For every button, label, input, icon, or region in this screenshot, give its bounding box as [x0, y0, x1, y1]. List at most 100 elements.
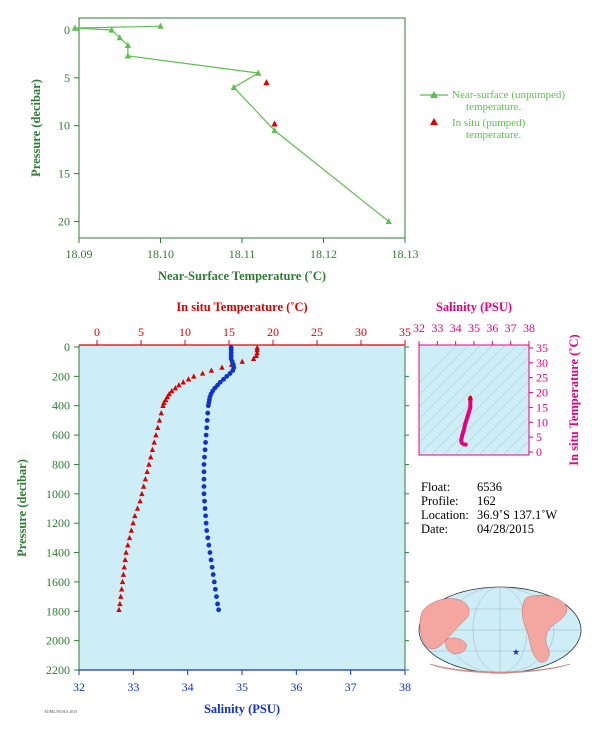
temperature-ticks: 0 5 10 15 20 25 30 35: [94, 325, 411, 345]
salinity-tick-label: 33: [127, 680, 139, 694]
salinity-point: [203, 440, 208, 445]
temperature-point: [239, 358, 245, 364]
temperature-series: [116, 344, 260, 613]
temperature-point: [250, 355, 257, 361]
float-location-marker: ★: [512, 647, 520, 657]
salinity-point: [203, 432, 209, 438]
temperature-point: [253, 352, 259, 359]
salinity-point: [201, 476, 207, 482]
ts-temperature-tick-label: 35: [536, 341, 548, 355]
salinity-tick-label: 35: [236, 680, 248, 694]
world-map: ★: [418, 586, 582, 674]
pressure-tick-label: 600: [52, 428, 70, 442]
in-situ-point: [263, 79, 270, 86]
salinity-point: [216, 607, 222, 613]
temperature-tick-label: 15: [223, 325, 235, 339]
temperature-point: [185, 376, 192, 382]
ts-temperature-tick-label: 0: [536, 445, 542, 459]
temperature-point: [119, 578, 126, 585]
temperature-tick-label: 5: [138, 325, 144, 339]
date-value: 04/28/2015: [477, 522, 534, 536]
top-y-tick-label: 20: [58, 214, 70, 228]
temperature-point: [117, 600, 123, 607]
salinity-point: [202, 506, 208, 511]
temperature-point: [130, 520, 136, 526]
top-x-ticks: 18.09 18.10 18.11 18.12 18.13: [66, 238, 419, 261]
near-surface-point: [157, 22, 164, 29]
salinity-point: [221, 376, 226, 382]
ts-density-contours: [419, 345, 529, 455]
profile-chart: 0 5 10 15 20 25 30 35 32 33 34 35 36 37 38 0 200 400 600…: [15, 300, 411, 716]
top-y-axis-label: Pressure (decibar): [29, 79, 43, 177]
map-americas: [521, 595, 568, 663]
footer-credit: AOML/NOAA 2015: [44, 709, 77, 714]
temperature-point: [169, 388, 175, 394]
near-surface-point: [108, 26, 115, 33]
salinity-point: [202, 498, 207, 504]
temperature-axis-label: In situ Temperature (˚C): [176, 300, 307, 314]
profile-plot-background: [79, 345, 405, 670]
ts-salinity-tick-label: 34: [450, 321, 462, 335]
ts-contour-line: [490, 416, 529, 455]
salinity-point: [201, 462, 207, 467]
ts-contour-line: [419, 345, 506, 432]
ts-contour-line: [419, 345, 470, 396]
salinity-series: [201, 345, 237, 613]
map-antarctica: [429, 663, 571, 674]
float-value: 6536: [477, 480, 502, 494]
top-y-tick-label: 5: [64, 71, 70, 85]
ts-temperature-tick-label: 30: [536, 356, 548, 370]
temperature-point: [172, 385, 179, 391]
temperature-point: [118, 593, 124, 599]
map-australia: [445, 637, 467, 655]
top-y-tick-label: 15: [58, 167, 70, 181]
salinity-point: [204, 425, 210, 431]
legend-label-in-situ-2: temperature.: [466, 129, 522, 141]
salinity-point: [201, 491, 207, 497]
pressure-tick-label: 800: [52, 457, 70, 471]
temperature-point: [254, 346, 260, 353]
salinity-point: [206, 542, 212, 548]
temperature-tick-label: 30: [355, 325, 367, 339]
temperature-point: [156, 417, 163, 423]
salinity-tick-label: 36: [290, 680, 302, 694]
salinity-point: [208, 557, 214, 563]
ts-salinity-tick-label: 36: [486, 321, 498, 335]
legend-marker-near-surface: [430, 91, 438, 98]
float-label: Float:: [421, 480, 450, 494]
temperature-point: [191, 373, 197, 379]
salinity-point: [202, 454, 207, 460]
ts-salinity-tick-label: 38: [523, 321, 535, 335]
temperature-point: [128, 527, 135, 533]
salinity-point: [209, 564, 215, 570]
ts-salinity-tick-label: 33: [431, 321, 443, 335]
temperature-point: [120, 571, 127, 577]
temperature-point: [176, 382, 182, 388]
ts-contour-line: [419, 345, 518, 444]
near-surface-point: [385, 217, 392, 225]
near-surface-point: [230, 83, 237, 91]
ts-salinity-tick-label: 35: [468, 321, 480, 335]
temperature-point: [118, 586, 125, 592]
map-asia: [419, 598, 470, 650]
salinity-tick-label: 37: [345, 680, 357, 694]
near-surface-point: [124, 41, 132, 48]
temperature-point: [155, 424, 161, 430]
salinity-point: [227, 371, 233, 376]
ts-temperature-axis-label: In situ Temperature (˚C): [567, 334, 581, 465]
temperature-tick-label: 0: [94, 325, 100, 339]
temperature-point: [123, 549, 129, 555]
temperature-point: [121, 564, 127, 570]
top-x-tick-label: 18.12: [310, 247, 337, 261]
salinity-point: [215, 601, 220, 607]
top-x-tick-label: 18.11: [229, 247, 256, 261]
temperature-point: [199, 370, 206, 376]
ts-contour-line: [419, 345, 458, 384]
date-label: Date:: [421, 522, 448, 536]
temperature-point: [142, 476, 149, 482]
salinity-point: [204, 528, 210, 533]
temperature-point: [125, 542, 131, 548]
ts-contour-line: [419, 345, 529, 455]
ts-surface-point: [467, 394, 474, 401]
